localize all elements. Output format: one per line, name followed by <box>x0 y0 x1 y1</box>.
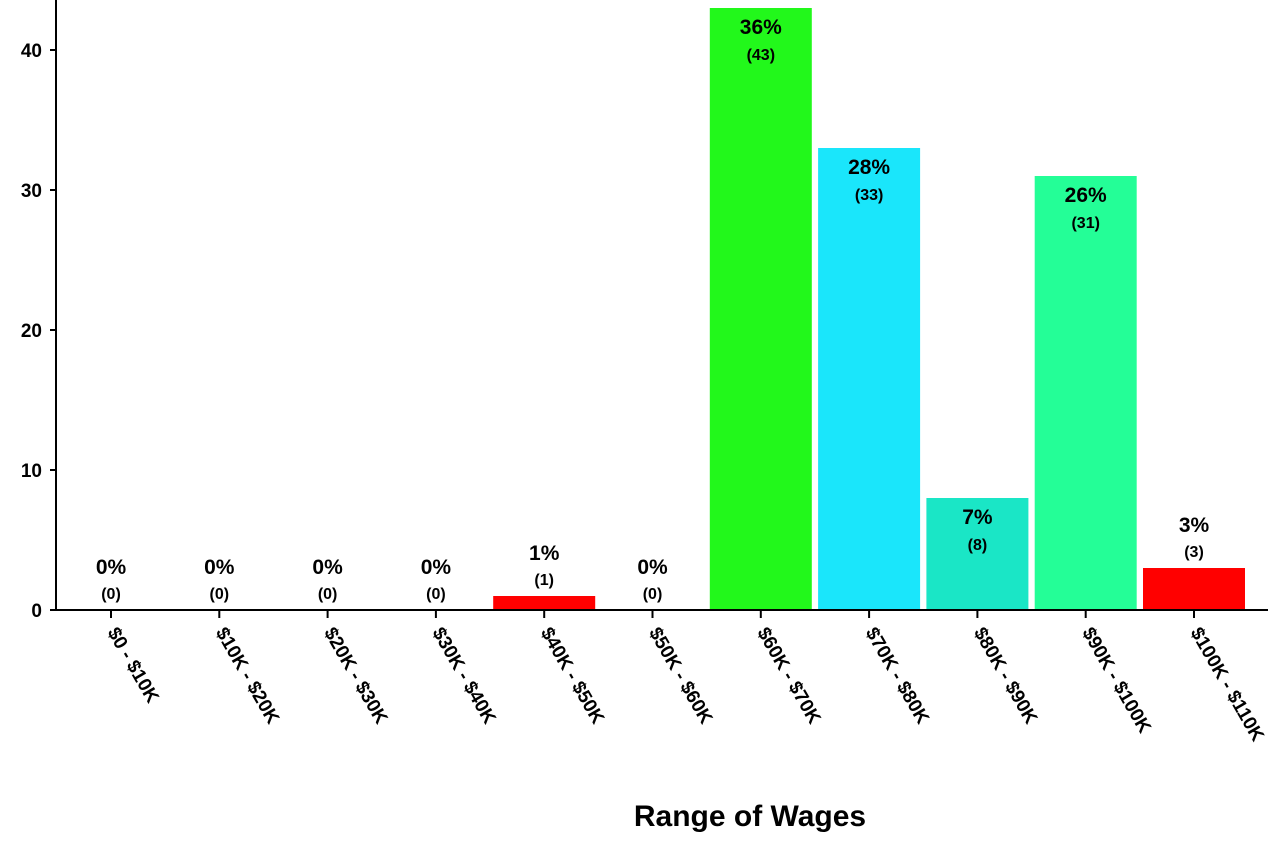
count-label: (0) <box>210 586 230 603</box>
y-tick-label: 40 <box>21 41 42 62</box>
percent-label: 28% <box>848 156 890 179</box>
bar <box>709 8 812 610</box>
bar <box>1034 176 1137 610</box>
x-tick-label: $10K - $20K <box>211 624 283 728</box>
count-label: (31) <box>1071 215 1099 232</box>
y-tick-label: 30 <box>21 181 42 202</box>
percent-label: 0% <box>96 556 127 579</box>
bar <box>926 498 1029 610</box>
count-label: (43) <box>747 47 775 64</box>
x-tick-label: $0 - $10K <box>103 624 163 707</box>
x-axis: $0 - $10K $10K - $20K $20K - $30K $30K - $4… <box>56 609 1268 745</box>
count-label: (33) <box>855 187 883 204</box>
y-tick-label: 0 <box>31 601 42 622</box>
x-axis-title: Range of Wages <box>633 800 867 833</box>
percent-label: 0% <box>421 556 452 579</box>
y-axis: 0 10 20 30 40 <box>21 0 57 622</box>
percent-label: 26% <box>1065 184 1107 207</box>
x-tick-label: $50K - $60K <box>644 624 716 728</box>
percent-label: 3% <box>1179 514 1210 537</box>
x-tick-label: $90K - $100K <box>1077 624 1154 737</box>
x-tick-label: $40K - $50K <box>536 624 608 728</box>
x-tick-label: $20K - $30K <box>319 624 391 728</box>
x-tick-label: $100K - $110K <box>1186 624 1268 745</box>
count-label: (0) <box>101 586 121 603</box>
count-label: (0) <box>318 586 338 603</box>
percent-label: 36% <box>740 16 782 39</box>
percent-label: 0% <box>637 556 668 579</box>
percent-label: 0% <box>312 556 343 579</box>
count-label: (3) <box>1184 544 1204 561</box>
count-label: (0) <box>426 586 446 603</box>
count-label: (8) <box>968 537 988 554</box>
x-tick-label: $60K - $70K <box>752 624 824 728</box>
y-tick-label: 10 <box>21 461 42 482</box>
percent-label: 1% <box>529 542 560 565</box>
percent-label: 0% <box>204 556 235 579</box>
count-label: (1) <box>534 572 554 589</box>
percent-label: 7% <box>962 506 993 529</box>
bar <box>493 596 596 610</box>
data-labels-group: 0% (0) 0% (0) 0% (0) 0% (0) 1% (1) 0% (0) 36% (43) 28%… <box>96 16 1210 603</box>
x-tick-label: $30K - $40K <box>428 624 500 728</box>
count-label: (0) <box>643 586 663 603</box>
y-tick-label: 20 <box>21 321 42 342</box>
x-tick-label: $80K - $90K <box>969 624 1041 728</box>
bar <box>818 148 921 610</box>
bar <box>1143 568 1245 610</box>
bars-group <box>493 8 1245 610</box>
x-tick-label: $70K - $80K <box>861 624 933 728</box>
